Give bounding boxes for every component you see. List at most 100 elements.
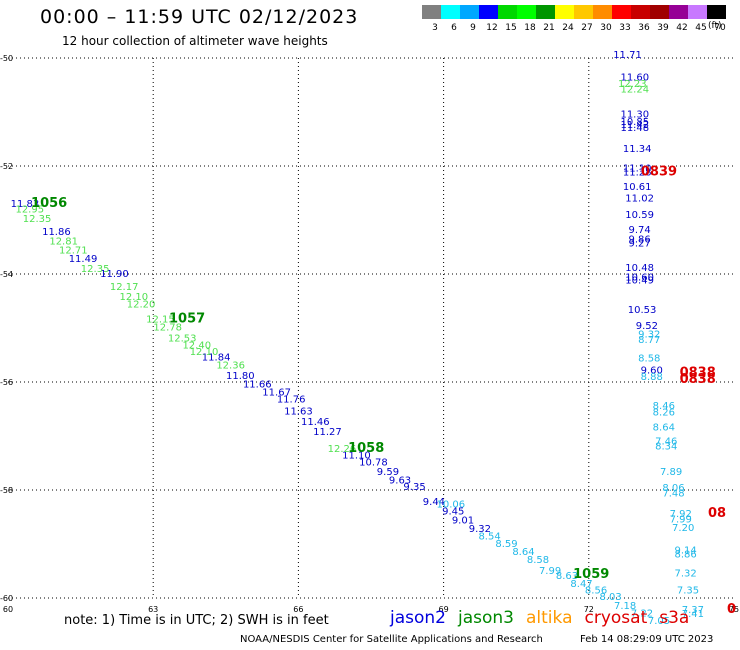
- wave-height-point: 8.64: [512, 547, 534, 558]
- x-tick-label: 75: [729, 605, 739, 614]
- wave-height-point: 11.76: [277, 395, 306, 406]
- wave-height-point: 11.02: [625, 194, 654, 205]
- color-scale-label: 15: [505, 23, 516, 33]
- x-tick-label: 72: [584, 605, 594, 614]
- wave-height-point: 11.84: [202, 352, 231, 363]
- color-scale-label: 70: [714, 23, 726, 33]
- wave-height-point: 9.44: [423, 497, 445, 508]
- wave-height-point: 12.78: [153, 323, 182, 334]
- wave-height-point: 12.35: [23, 214, 52, 225]
- wave-height-point: 12.20: [127, 299, 156, 310]
- wave-height-point: 8.59: [495, 539, 517, 550]
- wave-height-point: 9.45: [442, 506, 464, 517]
- color-scale-label: 30: [600, 23, 612, 33]
- wave-height-point: 7.18: [614, 601, 636, 612]
- wave-height-point: 11.10: [623, 163, 652, 174]
- color-scale-label: 45: [695, 23, 706, 33]
- wave-height-point: 9.52: [636, 321, 658, 332]
- legend-entry: jason3: [458, 608, 514, 628]
- wave-height-point: 7.99: [539, 566, 561, 577]
- wave-height-point: 12.40: [182, 341, 211, 352]
- satellite-legend: jason2 jason3 altika cryosat s3a: [390, 608, 701, 628]
- color-scale-bar: 3 6 9 12 15 18 21 24 27 30 33 36 39 42 45 70: [422, 5, 726, 33]
- color-scale-label: 18: [524, 23, 536, 33]
- wave-height-point: 11.10: [342, 451, 371, 462]
- wave-height-point: 7.46: [655, 437, 677, 448]
- color-swatch: [593, 5, 612, 19]
- pass-number-label: 0: [727, 602, 736, 617]
- color-swatch: [441, 5, 460, 19]
- pass-number-label: 1057: [169, 312, 205, 327]
- color-swatch: [650, 5, 669, 19]
- y-tick-label: -56: [0, 378, 13, 387]
- chart-subtitle: 12 hour collection of altimeter wave hei…: [62, 34, 328, 48]
- wave-height-point: 8.88: [641, 372, 663, 383]
- wave-height-point: 7.48: [662, 488, 684, 499]
- wave-height-point: 11.46: [301, 417, 330, 428]
- wave-height-point: 7.92: [670, 509, 692, 520]
- color-swatch: [460, 5, 479, 19]
- color-swatch: [631, 5, 650, 19]
- color-swatch: [707, 5, 726, 19]
- wave-height-point: 11.83: [11, 199, 40, 210]
- wave-height-point: 10.53: [628, 305, 657, 316]
- legend-entry: s3a: [659, 608, 690, 628]
- wave-height-point: 12.24: [620, 85, 649, 96]
- wave-height-point: 9.86: [628, 235, 650, 246]
- wave-height-point: 8.54: [478, 532, 500, 543]
- wave-height-point: 11.63: [284, 406, 313, 417]
- wave-height-point: 7.89: [660, 467, 682, 478]
- wave-height-point: 11.48: [620, 123, 649, 134]
- wave-height-point: 10.61: [623, 182, 652, 193]
- wave-height-point: 11.28: [623, 168, 652, 179]
- wave-height-point: 11.66: [243, 379, 272, 390]
- wave-height-point: 9.27: [628, 238, 650, 249]
- legend-entry: jason2: [390, 608, 446, 628]
- wave-height-point: 8.47: [570, 579, 592, 590]
- y-tick-label: -50: [0, 54, 13, 63]
- wave-height-point: 11.86: [42, 227, 71, 238]
- wave-height-point: 12.35: [81, 264, 110, 275]
- wave-height-point: 7.37: [682, 605, 704, 616]
- wave-height-point: 12.23: [618, 79, 647, 90]
- wave-height-point: 9.59: [377, 467, 399, 478]
- color-swatch: [517, 5, 536, 19]
- wave-height-point: 10.48: [625, 263, 654, 274]
- wave-height-point: 9.74: [628, 225, 650, 236]
- wave-height-point: 12.15: [146, 315, 175, 326]
- wave-height-point: 11.90: [100, 269, 129, 280]
- wave-height-point: 10.85: [620, 117, 649, 128]
- color-scale-label: 33: [619, 23, 630, 33]
- wave-height-point: 12.10: [190, 347, 219, 358]
- pass-number-label: 0838: [680, 372, 716, 387]
- y-tick-label: -52: [0, 162, 13, 171]
- color-scale-label: 42: [676, 23, 687, 33]
- wave-height-point: 10.60: [625, 272, 654, 283]
- color-scale-label: 24: [562, 23, 574, 33]
- wave-height-point: 9.63: [389, 476, 411, 487]
- y-tick-label: -54: [0, 270, 13, 279]
- wave-height-point: 10.49: [625, 276, 654, 287]
- y-tick-label: -60: [0, 594, 13, 603]
- color-swatch: [612, 5, 631, 19]
- wave-height-point: 8.86: [674, 550, 696, 561]
- wave-height-point: 8.58: [638, 353, 660, 364]
- wave-height-point: 8.56: [585, 586, 607, 597]
- wave-height-point: 8.77: [638, 335, 660, 346]
- pass-number-label: 0838: [680, 366, 716, 381]
- wave-height-point: 11.42: [620, 120, 649, 131]
- generated-timestamp: Feb 14 08:29:09 UTC 2023: [580, 634, 714, 645]
- footnote: note: 1) Time is in UTC; 2) SWH is in fe…: [64, 613, 329, 628]
- color-scale-label: 6: [451, 23, 457, 33]
- wave-height-point: 7.20: [672, 523, 694, 534]
- color-swatch: [498, 5, 517, 19]
- legend-entry: cryosat: [584, 608, 648, 628]
- color-scale-label: 27: [581, 23, 592, 33]
- wave-height-point: 8.03: [599, 592, 621, 603]
- wave-height-point: 11.27: [313, 427, 342, 438]
- wave-height-point: 8.46: [653, 401, 675, 412]
- wave-height-point: 7.35: [677, 586, 699, 597]
- pass-number-label: 08: [708, 506, 726, 521]
- wave-height-point: 9.60: [641, 365, 663, 376]
